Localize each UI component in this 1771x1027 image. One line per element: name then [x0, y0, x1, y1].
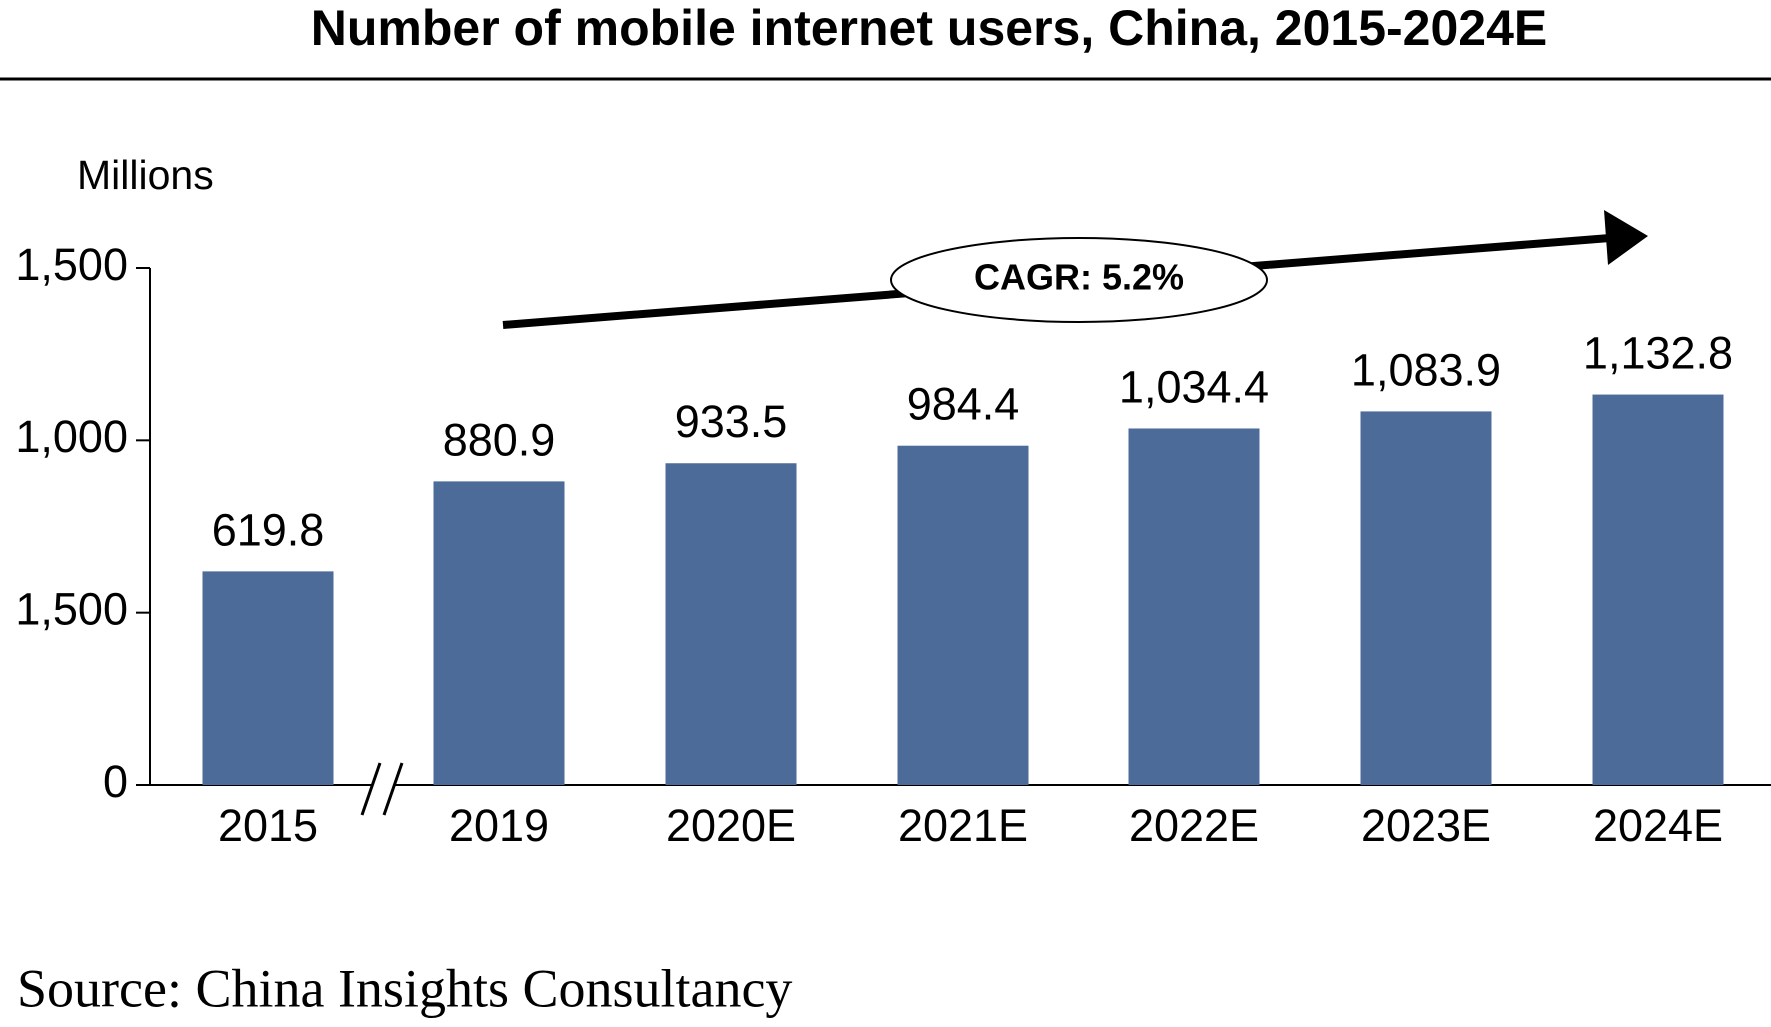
x-tick-label: 2019: [449, 800, 549, 851]
value-label: 619.8: [212, 504, 325, 555]
axis-break: [382, 762, 404, 816]
axis-break: [360, 762, 382, 816]
trend-arrowhead: [1604, 210, 1648, 265]
bar: [1592, 394, 1724, 785]
x-tick-label: 2021E: [898, 800, 1028, 851]
value-label: 880.9: [443, 414, 556, 465]
bar: [665, 463, 797, 785]
axis-break-gap: [362, 763, 402, 815]
y-tick-label: 1,000: [15, 411, 128, 462]
x-tick-label: 2023E: [1361, 800, 1491, 851]
bar: [1128, 428, 1260, 785]
value-label: 1,034.4: [1119, 361, 1269, 412]
bar: [897, 445, 1029, 785]
chart-title: Number of mobile internet users, China, …: [311, 0, 1548, 56]
y-tick-label: 1,500: [15, 239, 128, 290]
value-label: 1,132.8: [1583, 327, 1733, 378]
y-tick-label: 1,500: [15, 584, 128, 635]
bar: [1360, 411, 1492, 785]
value-label: 1,083.9: [1351, 344, 1501, 395]
bar: [202, 571, 334, 785]
x-tick-label: 2024E: [1593, 800, 1723, 851]
bar: [433, 481, 565, 785]
source: Source: China Insights Consultancy: [17, 958, 792, 1018]
x-tick-label: 2020E: [666, 800, 796, 851]
value-label: 933.5: [675, 396, 788, 447]
value-label: 984.4: [907, 379, 1020, 430]
y-axis-label: Millions: [77, 152, 214, 198]
x-tick-label: 2015: [218, 800, 318, 851]
x-tick-label: 2022E: [1129, 800, 1259, 851]
annotation: CAGR: 5.2%: [974, 257, 1184, 298]
y-tick-label: 0: [103, 756, 128, 807]
annotation-bubble: [890, 237, 1268, 323]
